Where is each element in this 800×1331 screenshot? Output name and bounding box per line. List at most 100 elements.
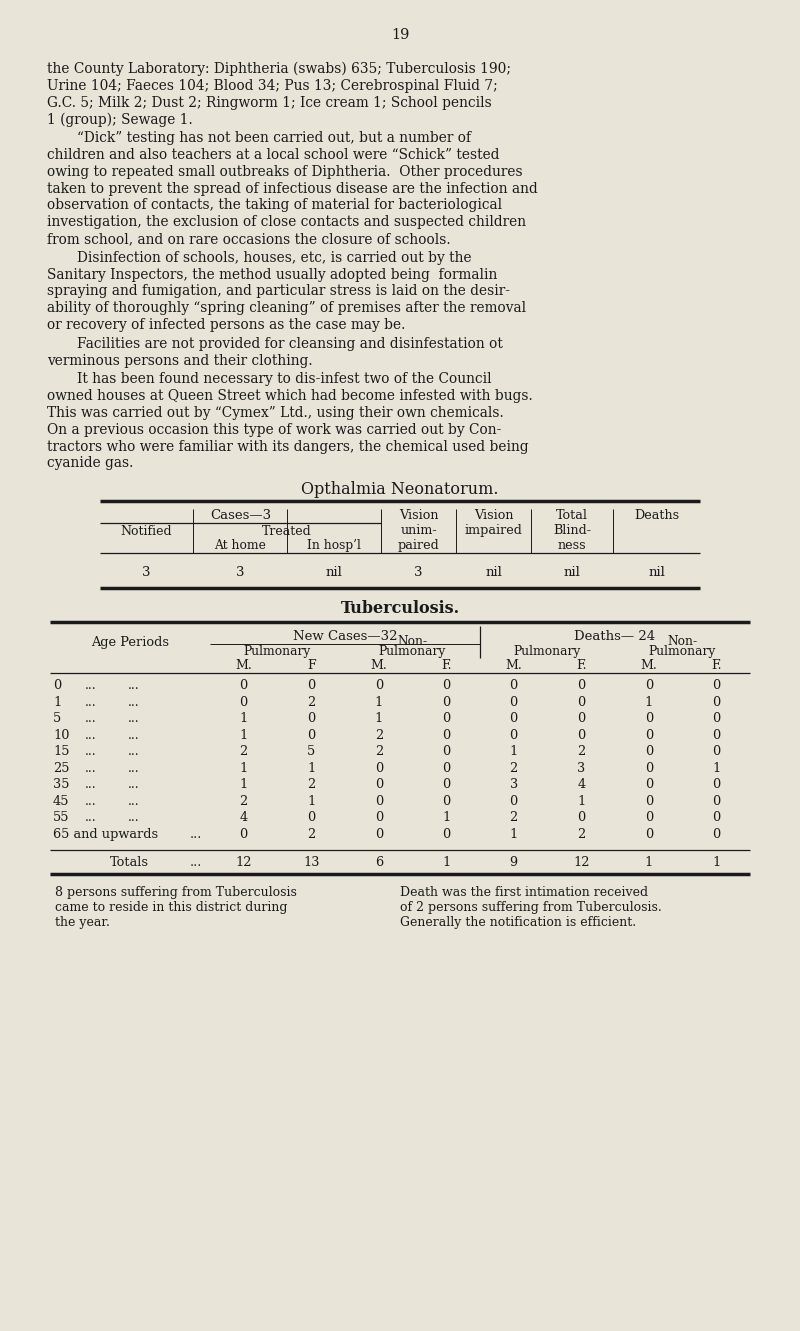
Text: Pulmonary: Pulmonary	[649, 646, 716, 659]
Text: Sanitary Inspectors, the method usually adopted being  formalin: Sanitary Inspectors, the method usually …	[47, 268, 498, 282]
Text: 0: 0	[510, 696, 518, 708]
Text: 8 persons suffering from Tuberculosis: 8 persons suffering from Tuberculosis	[55, 886, 297, 900]
Text: 0: 0	[374, 761, 383, 775]
Text: nil: nil	[485, 566, 502, 579]
Text: ...: ...	[85, 679, 97, 692]
Text: “Dick” testing has not been carried out, but a number of: “Dick” testing has not been carried out,…	[77, 132, 471, 145]
Text: 1: 1	[442, 856, 450, 869]
Text: 2: 2	[510, 811, 518, 824]
Text: 0: 0	[645, 712, 653, 725]
Text: 55: 55	[53, 811, 70, 824]
Text: 0: 0	[712, 828, 720, 841]
Text: the County Laboratory: Diphtheria (swabs) 635; Tuberculosis 190;: the County Laboratory: Diphtheria (swabs…	[47, 63, 511, 76]
Text: M.: M.	[506, 659, 522, 672]
Text: Non-: Non-	[398, 635, 427, 648]
Text: ...: ...	[128, 779, 140, 791]
Text: 0: 0	[645, 761, 653, 775]
Text: 0: 0	[510, 795, 518, 808]
Text: Total
Blind-
ness: Total Blind- ness	[553, 510, 591, 552]
Text: 0: 0	[442, 696, 450, 708]
Text: M.: M.	[235, 659, 252, 672]
Text: 2: 2	[577, 828, 586, 841]
Text: 1: 1	[374, 696, 383, 708]
Text: of 2 persons suffering from Tuberculosis.: of 2 persons suffering from Tuberculosis…	[400, 901, 662, 914]
Text: Facilities are not provided for cleansing and disinfestation ot: Facilities are not provided for cleansin…	[77, 337, 503, 351]
Text: ...: ...	[128, 728, 140, 741]
Text: 0: 0	[240, 696, 248, 708]
Text: cyanide gas.: cyanide gas.	[47, 457, 134, 470]
Text: 6: 6	[374, 856, 383, 869]
Text: 2: 2	[577, 745, 586, 759]
Text: 0: 0	[374, 828, 383, 841]
Text: 4: 4	[577, 779, 586, 791]
Text: 2: 2	[374, 745, 383, 759]
Text: It has been found necessary to dis-infest two of the Council: It has been found necessary to dis-infes…	[77, 373, 492, 386]
Text: 65 and upwards: 65 and upwards	[53, 828, 158, 841]
Text: 3: 3	[236, 566, 244, 579]
Text: Deaths— 24: Deaths— 24	[574, 630, 655, 643]
Text: 0: 0	[442, 779, 450, 791]
Text: 1: 1	[240, 761, 248, 775]
Text: 5: 5	[53, 712, 62, 725]
Text: 3: 3	[577, 761, 586, 775]
Text: 2: 2	[307, 779, 315, 791]
Text: Age Periods: Age Periods	[91, 636, 169, 650]
Text: On a previous occasion this type of work was carried out by Con-: On a previous occasion this type of work…	[47, 423, 502, 437]
Text: 1: 1	[510, 745, 518, 759]
Text: ...: ...	[128, 679, 140, 692]
Text: Generally the notification is efficient.: Generally the notification is efficient.	[400, 916, 636, 929]
Text: 0: 0	[712, 745, 720, 759]
Text: 2: 2	[510, 761, 518, 775]
Text: nil: nil	[326, 566, 342, 579]
Text: 0: 0	[53, 679, 62, 692]
Text: ...: ...	[85, 761, 97, 775]
Text: ability of thoroughly “spring cleaning” of premises after the removal: ability of thoroughly “spring cleaning” …	[47, 301, 526, 315]
Text: investigation, the exclusion of close contacts and suspected children: investigation, the exclusion of close co…	[47, 216, 526, 229]
Text: nil: nil	[563, 566, 581, 579]
Text: children and also teachers at a local school were “Schick” tested: children and also teachers at a local sc…	[47, 148, 499, 162]
Text: 35: 35	[53, 779, 70, 791]
Text: 0: 0	[577, 696, 586, 708]
Text: Disinfection of schools, houses, etc, is carried out by the: Disinfection of schools, houses, etc, is…	[77, 250, 472, 265]
Text: Vision
unim-
paired: Vision unim- paired	[398, 510, 439, 552]
Text: 0: 0	[712, 728, 720, 741]
Text: 2: 2	[374, 728, 383, 741]
Text: 1: 1	[307, 795, 315, 808]
Text: owing to repeated small outbreaks of Diphtheria.  Other procedures: owing to repeated small outbreaks of Dip…	[47, 165, 522, 178]
Text: F: F	[307, 659, 315, 672]
Text: 0: 0	[712, 811, 720, 824]
Text: 0: 0	[645, 779, 653, 791]
Text: Totals: Totals	[110, 856, 149, 869]
Text: ...: ...	[128, 795, 140, 808]
Text: Treated: Treated	[262, 526, 312, 538]
Text: Non-: Non-	[667, 635, 698, 648]
Text: Pulmonary: Pulmonary	[244, 646, 311, 659]
Text: 0: 0	[374, 811, 383, 824]
Text: ...: ...	[85, 728, 97, 741]
Text: 3: 3	[142, 566, 150, 579]
Text: ...: ...	[128, 811, 140, 824]
Text: 0: 0	[577, 728, 586, 741]
Text: 0: 0	[712, 679, 720, 692]
Text: 0: 0	[510, 728, 518, 741]
Text: New Cases—32: New Cases—32	[293, 630, 398, 643]
Text: 0: 0	[645, 728, 653, 741]
Text: 0: 0	[712, 696, 720, 708]
Text: Deaths: Deaths	[634, 510, 679, 522]
Text: 2: 2	[240, 745, 248, 759]
Text: 0: 0	[645, 828, 653, 841]
Text: F.: F.	[576, 659, 586, 672]
Text: 5: 5	[307, 745, 315, 759]
Text: 1: 1	[645, 696, 653, 708]
Text: 4: 4	[240, 811, 248, 824]
Text: 0: 0	[307, 728, 315, 741]
Text: ...: ...	[85, 696, 97, 708]
Text: 1: 1	[240, 779, 248, 791]
Text: 0: 0	[510, 712, 518, 725]
Text: ...: ...	[128, 745, 140, 759]
Text: 1: 1	[240, 712, 248, 725]
Text: 0: 0	[442, 745, 450, 759]
Text: 19: 19	[391, 28, 409, 43]
Text: ...: ...	[85, 795, 97, 808]
Text: 0: 0	[577, 712, 586, 725]
